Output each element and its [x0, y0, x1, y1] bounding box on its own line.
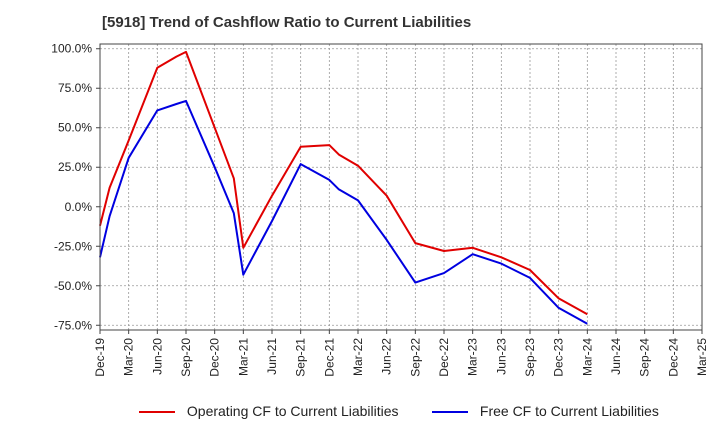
x-tick-label: Dec-22: [437, 338, 451, 377]
y-tick-label: -75.0%: [54, 318, 92, 332]
legend-item-free-cf: Free CF to Current Liabilities: [432, 403, 659, 423]
x-tick-label: Dec-21: [322, 338, 336, 377]
x-tick-label: Sep-23: [523, 338, 537, 377]
y-tick-label: 50.0%: [58, 121, 92, 135]
x-tick-label: Mar-21: [236, 338, 250, 376]
legend-label-free-cf: Free CF to Current Liabilities: [479, 403, 659, 419]
y-axis: 100.0% 75.0% 50.0% 25.0% 0.0% -25.0% -50.0% -75…: [51, 42, 100, 332]
legend-swatch-free-cf: [432, 411, 468, 414]
x-tick-label: Jun-22: [380, 338, 394, 375]
y-tick-label: -50.0%: [54, 279, 92, 293]
series-layer: [99, 50, 588, 325]
x-tick-label: Jun-20: [150, 338, 164, 375]
x-tick-label: Dec-19: [93, 338, 107, 377]
x-tick-label: Mar-23: [466, 338, 480, 376]
legend-item-operating-cf: Operating CF to Current Liabilities: [139, 403, 399, 423]
series-line-operating-cf: [99, 50, 588, 316]
x-tick-label: Jun-21: [265, 338, 279, 375]
x-tick-label: Sep-20: [179, 338, 193, 377]
x-tick-label: Mar-20: [122, 338, 136, 376]
legend-label-operating-cf: Operating CF to Current Liabilities: [186, 403, 399, 419]
y-tick-label: 25.0%: [58, 160, 92, 174]
x-tick-label: Jun-24: [609, 338, 623, 375]
x-tick-label: Mar-22: [351, 338, 365, 376]
chart-title: [5918] Trend of Cashflow Ratio to Curren…: [102, 14, 472, 31]
x-tick-label: Dec-20: [208, 338, 222, 377]
plot-frame: [99, 43, 703, 331]
x-tick-label: Dec-24: [666, 338, 680, 377]
y-tick-label: 100.0%: [51, 42, 92, 56]
x-tick-label: Mar-24: [580, 338, 594, 376]
legend-swatch-operating-cf: [139, 411, 175, 414]
x-tick-label: Mar-25: [695, 338, 709, 376]
x-tick-label: Dec-23: [552, 338, 566, 377]
x-tick-label: Sep-24: [638, 338, 652, 377]
x-tick-label: Sep-22: [408, 338, 422, 377]
x-axis: Dec-19 Mar-20 Jun-20 Sep-20 Dec-20 Mar-21 Jun-…: [93, 330, 709, 377]
x-tick-label: Sep-21: [294, 338, 308, 377]
grid: [99, 44, 703, 330]
y-tick-label: 0.0%: [65, 200, 93, 214]
series-line-free-cf: [99, 99, 588, 325]
y-tick-label: 75.0%: [58, 81, 92, 95]
x-tick-label: Jun-23: [494, 338, 508, 375]
y-tick-label: -25.0%: [54, 239, 92, 253]
